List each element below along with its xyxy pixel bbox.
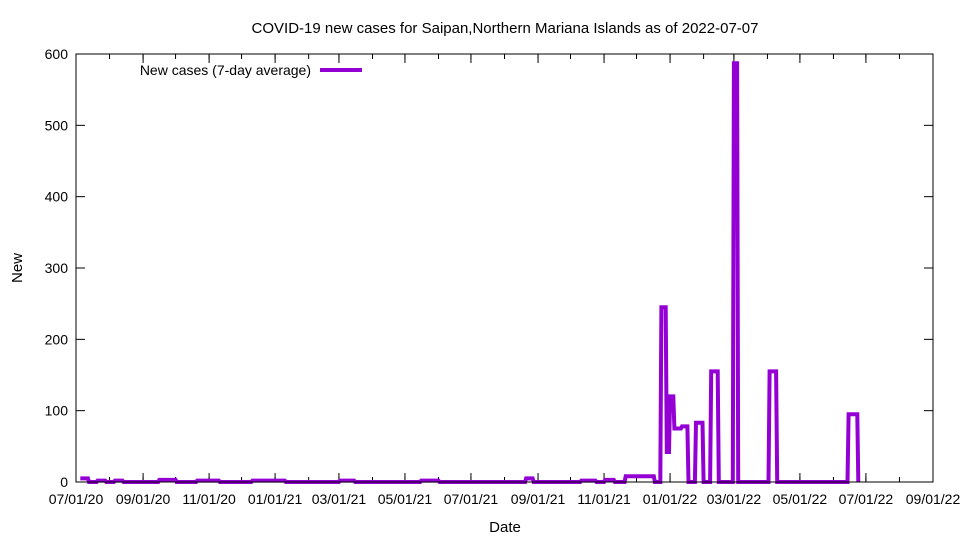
x-tick-label: 09/01/22 xyxy=(906,491,960,507)
chart-title: COVID-19 new cases for Saipan,Northern M… xyxy=(252,20,759,37)
x-tick-label: 09/01/21 xyxy=(511,491,566,507)
x-tick-label: 01/01/22 xyxy=(643,491,698,507)
x-tick-label: 03/01/21 xyxy=(312,491,367,507)
series-line-new-cases xyxy=(80,61,861,484)
x-tick-label: 05/01/22 xyxy=(773,491,828,507)
y-tick-label: 500 xyxy=(45,117,69,133)
x-tick-label: 07/01/20 xyxy=(49,491,104,507)
plot-frame xyxy=(75,53,934,483)
x-tick-label: 03/01/22 xyxy=(707,491,762,507)
tick-labels: 07/01/20 09/01/20 11/01/20 01/01/21 03/01/21… xyxy=(45,46,960,507)
y-axis-label: New xyxy=(9,253,26,283)
x-tick-label: 11/01/20 xyxy=(182,491,236,507)
legend-label: New cases (7-day average) xyxy=(140,62,311,78)
x-tick-label: 07/01/21 xyxy=(444,491,499,507)
x-tick-label: 11/01/21 xyxy=(577,491,631,507)
y-tick-label: 100 xyxy=(45,403,69,419)
x-tick-label: 01/01/21 xyxy=(248,491,303,507)
x-tick-label: 05/01/21 xyxy=(378,491,433,507)
y-tick-label: 400 xyxy=(45,189,69,205)
x-tick-label: 07/01/22 xyxy=(839,491,894,507)
y-tick-label: 200 xyxy=(45,331,69,347)
x-axis-label: Date xyxy=(489,519,521,536)
tick-marks xyxy=(75,53,934,483)
y-tick-label: 600 xyxy=(45,46,69,62)
y-tick-label: 0 xyxy=(60,474,68,490)
y-tick-label: 300 xyxy=(45,260,69,276)
x-tick-label: 09/01/20 xyxy=(116,491,171,507)
